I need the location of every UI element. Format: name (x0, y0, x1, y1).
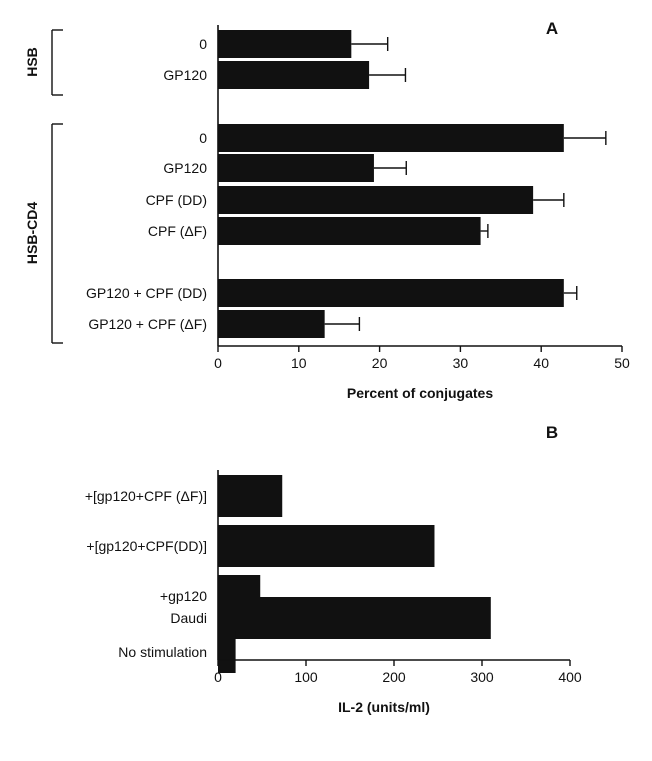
category-label: GP120 + CPF (DD) (86, 285, 207, 301)
x-tick-label: 30 (453, 355, 469, 371)
x-tick-label: 400 (558, 669, 582, 685)
panel-a-chart: 0 GP120 0 GP120 CPF (DD) CPF (ΔF) GP120 + CPF … (24, 19, 630, 401)
group-label: HSB (24, 47, 40, 77)
x-axis-title: Percent of conjugates (347, 385, 493, 401)
category-label: GP120 (163, 67, 207, 83)
x-tick-label: 20 (372, 355, 388, 371)
category-label: GP120 + CPF (ΔF) (88, 316, 207, 332)
x-tick-label: 40 (533, 355, 549, 371)
x-tick-label: 50 (614, 355, 630, 371)
bar-a-0 (218, 30, 352, 58)
x-tick-label: 200 (382, 669, 406, 685)
bar-b-4 (218, 631, 236, 673)
x-tick-label: 100 (294, 669, 318, 685)
panel-label: B (546, 423, 558, 442)
category-label: GP120 (163, 160, 207, 176)
bar-a-1 (218, 61, 370, 89)
bar-a-5 (218, 217, 481, 245)
category-label: 0 (199, 36, 207, 52)
bar-a-2 (218, 124, 564, 152)
group-label: HSB-CD4 (24, 202, 40, 264)
x-tick-label: 10 (291, 355, 307, 371)
category-label: +[gp120+CPF (ΔF)] (85, 488, 207, 504)
x-axis-title: IL-2 (units/ml) (338, 699, 430, 715)
category-label: Daudi (170, 610, 207, 626)
x-tick-label: 0 (214, 669, 222, 685)
bar-a-6 (218, 279, 564, 307)
category-label: CPF (ΔF) (148, 223, 207, 239)
bar-b-0 (218, 475, 283, 517)
category-label: +[gp120+CPF(DD)] (86, 538, 207, 554)
category-label: +gp120 (160, 588, 207, 604)
bar-a-3 (218, 154, 374, 182)
bar-b-3 (218, 597, 491, 639)
panel-b-chart: +[gp120+CPF (ΔF)] +[gp120+CPF(DD)] +gp120 D… (85, 423, 582, 715)
panel-label: A (546, 19, 558, 38)
bar-b-1 (218, 525, 435, 567)
bar-a-4 (218, 186, 534, 214)
category-label: 0 (199, 130, 207, 146)
x-tick-label: 0 (214, 355, 222, 371)
x-tick-label: 300 (470, 669, 494, 685)
category-label: CPF (DD) (146, 192, 207, 208)
category-label: No stimulation (118, 644, 207, 660)
group-bracket-hsb-cd4: HSB-CD4 (24, 123, 63, 344)
bar-a-7 (218, 310, 325, 338)
group-bracket-hsb: HSB (24, 29, 63, 96)
